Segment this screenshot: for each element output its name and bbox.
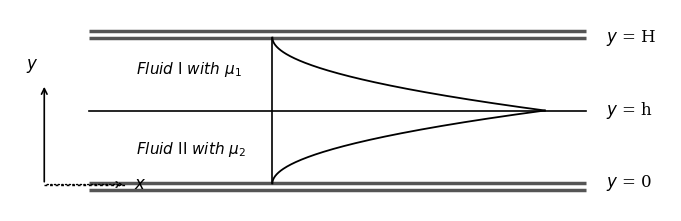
Text: $x$: $x$ xyxy=(134,176,146,193)
Text: $y$ = h: $y$ = h xyxy=(606,100,653,121)
Text: $y$ = H: $y$ = H xyxy=(606,28,656,48)
Text: $\mathit{Fluid}\ \mathrm{I}\ \mathit{with}\ \mu_1$: $\mathit{Fluid}\ \mathrm{I}\ \mathit{wit… xyxy=(136,60,242,79)
Text: $\mathit{Fluid}\ \mathrm{II}\ \mathit{with}\ \mu_2$: $\mathit{Fluid}\ \mathrm{II}\ \mathit{wi… xyxy=(136,140,247,159)
Text: $y$: $y$ xyxy=(26,57,38,75)
Text: $y$ = 0: $y$ = 0 xyxy=(606,173,652,193)
